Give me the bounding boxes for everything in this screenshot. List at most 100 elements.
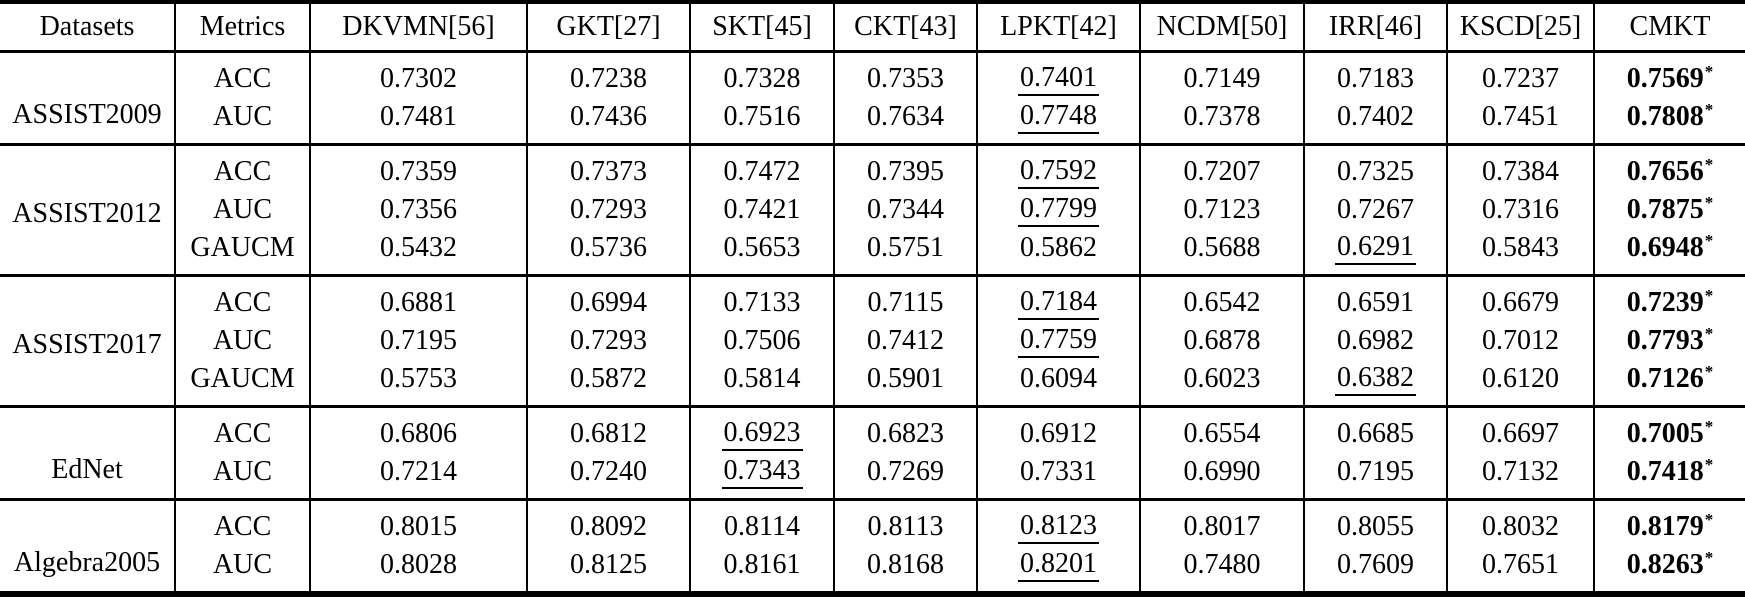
best-value: 0.7126 <box>1626 363 1704 394</box>
value-cell: 0.7115 <box>833 274 977 322</box>
value-cell: 0.7214 <box>309 453 527 500</box>
value-cell: 0.7133 <box>689 274 834 322</box>
group-assist2012: ASSIST2012 ACC 0.7359 0.7373 0.7472 0.7395 0.7… <box>0 143 1745 276</box>
value-cell: 0.7609 <box>1303 546 1447 594</box>
value-cell: 0.7748 <box>976 98 1140 145</box>
value-cell: 0.7395 <box>833 143 977 191</box>
group-assist2017: ASSIST2017 ACC 0.6881 0.6994 0.7133 0.7115 0.7… <box>0 274 1745 407</box>
value-cell: 0.8125 <box>526 546 690 594</box>
second-best-value: 0.6291 <box>1335 233 1416 265</box>
value-cell: 0.6120 <box>1446 360 1594 407</box>
value-cell: 0.7269 <box>833 453 977 500</box>
value-cell: 0.7240 <box>526 453 690 500</box>
value-cell: 0.5872 <box>526 360 690 407</box>
value-cell: 0.7267 <box>1303 191 1447 229</box>
col-header-lpkt-42: LPKT[42] <box>976 2 1140 53</box>
value-cell: 0.7325 <box>1303 143 1447 191</box>
value-cell: 0.7012 <box>1446 322 1594 360</box>
dataset-label: EdNet <box>0 405 175 500</box>
metric-label: AUC <box>174 98 310 145</box>
dataset-label: ASSIST2012 <box>0 143 175 276</box>
table-row: ASSIST2017 ACC 0.6881 0.6994 0.7133 0.7115 0.7… <box>0 274 1745 407</box>
value-cell: 0.6382 <box>1303 360 1447 407</box>
table-row: AUC 0.7195 0.7293 0.7506 0.7412 0.7759 0.6878 0… <box>0 322 1745 360</box>
metric-label: ACC <box>174 405 310 453</box>
second-best-value: 0.7759 <box>1018 326 1099 358</box>
value-cell: 0.7195 <box>1303 453 1447 500</box>
second-best-value: 0.7592 <box>1018 157 1099 189</box>
value-cell: 0.6881 <box>309 274 527 322</box>
second-best-value: 0.7401 <box>1018 64 1099 96</box>
table-row: GAUCM 0.5753 0.5872 0.5814 0.5901 0.6094 0.602… <box>0 360 1745 407</box>
value-cell: 0.7343 <box>689 453 834 500</box>
value-cell: 0.5736 <box>526 229 690 276</box>
value-cell: 0.7183 <box>1303 50 1447 98</box>
col-header-kscd-25: KSCD[25] <box>1446 2 1594 53</box>
value-cell: 0.7353 <box>833 50 977 98</box>
value-cell: 0.7132 <box>1446 453 1594 500</box>
value-cell: 0.8168 <box>833 546 977 594</box>
header-row: Datasets Metrics DKVMN[56] GKT[27] SKT[45] CK… <box>0 2 1745 53</box>
value-cell: 0.7651 <box>1446 546 1594 594</box>
value-cell: 0.7656* <box>1593 143 1745 191</box>
metric-label: ACC <box>174 274 310 322</box>
value-cell: 0.7418* <box>1593 453 1745 500</box>
value-cell: 0.6685 <box>1303 405 1447 453</box>
value-cell: 0.7149 <box>1139 50 1304 98</box>
value-cell: 0.5751 <box>833 229 977 276</box>
value-cell: 0.8015 <box>309 498 527 546</box>
value-cell: 0.7480 <box>1139 546 1304 594</box>
value-cell: 0.7436 <box>526 98 690 145</box>
value-cell: 0.7373 <box>526 143 690 191</box>
best-value: 0.7808 <box>1626 101 1704 132</box>
value-cell: 0.8114 <box>689 498 834 546</box>
value-cell: 0.7481 <box>309 98 527 145</box>
significance-star: * <box>1704 509 1714 529</box>
value-cell: 0.6806 <box>309 405 527 453</box>
value-cell: 0.7569* <box>1593 50 1745 98</box>
significance-star: * <box>1704 454 1714 474</box>
dataset-label: ASSIST2009 <box>0 50 175 145</box>
significance-star: * <box>1704 547 1714 567</box>
value-cell: 0.6697 <box>1446 405 1594 453</box>
value-cell: 0.7634 <box>833 98 977 145</box>
best-value: 0.7656 <box>1626 156 1704 187</box>
significance-star: * <box>1704 192 1714 212</box>
second-best-value: 0.8123 <box>1018 512 1099 544</box>
metric-label: ACC <box>174 498 310 546</box>
value-cell: 0.7506 <box>689 322 834 360</box>
group-algebra2005: Algebra2005 ACC 0.8015 0.8092 0.8114 0.8113 0.… <box>0 498 1745 594</box>
second-best-value: 0.7343 <box>721 457 803 489</box>
value-cell: 0.7412 <box>833 322 977 360</box>
value-cell: 0.7356 <box>309 191 527 229</box>
value-cell: 0.6948* <box>1593 229 1745 276</box>
metric-label: AUC <box>174 546 310 594</box>
table-row: ASSIST2009 ACC 0.7302 0.7238 0.7328 0.7353 0.7… <box>0 50 1745 145</box>
significance-star: * <box>1704 285 1714 305</box>
dataset-label: ASSIST2017 <box>0 274 175 407</box>
value-cell: 0.7378 <box>1139 98 1304 145</box>
value-cell: 0.5753 <box>309 360 527 407</box>
value-cell: 0.7293 <box>526 191 690 229</box>
value-cell: 0.7237 <box>1446 50 1594 98</box>
second-best-value: 0.8201 <box>1018 550 1099 582</box>
value-cell: 0.7592 <box>976 143 1140 191</box>
value-cell: 0.6679 <box>1446 274 1594 322</box>
significance-star: * <box>1704 361 1714 381</box>
table-row: GAUCM 0.5432 0.5736 0.5653 0.5751 0.5862 0.568… <box>0 229 1745 276</box>
value-cell: 0.5901 <box>833 360 977 407</box>
significance-star: * <box>1704 323 1714 343</box>
value-cell: 0.8092 <box>526 498 690 546</box>
value-cell: 0.8201 <box>976 546 1140 594</box>
table-row: AUC 0.7481 0.7436 0.7516 0.7634 0.7748 0.7378 0… <box>0 98 1745 145</box>
metric-label: ACC <box>174 143 310 191</box>
value-cell: 0.7384 <box>1446 143 1594 191</box>
value-cell: 0.7472 <box>689 143 834 191</box>
value-cell: 0.6291 <box>1303 229 1447 276</box>
table-row: AUC 0.7356 0.7293 0.7421 0.7344 0.7799 0.7123 0… <box>0 191 1745 229</box>
col-header-skt-45: SKT[45] <box>689 2 834 53</box>
second-best-value: 0.7799 <box>1018 195 1099 227</box>
value-cell: 0.7793* <box>1593 322 1745 360</box>
second-best-value: 0.6382 <box>1335 364 1416 396</box>
value-cell: 0.7293 <box>526 322 690 360</box>
